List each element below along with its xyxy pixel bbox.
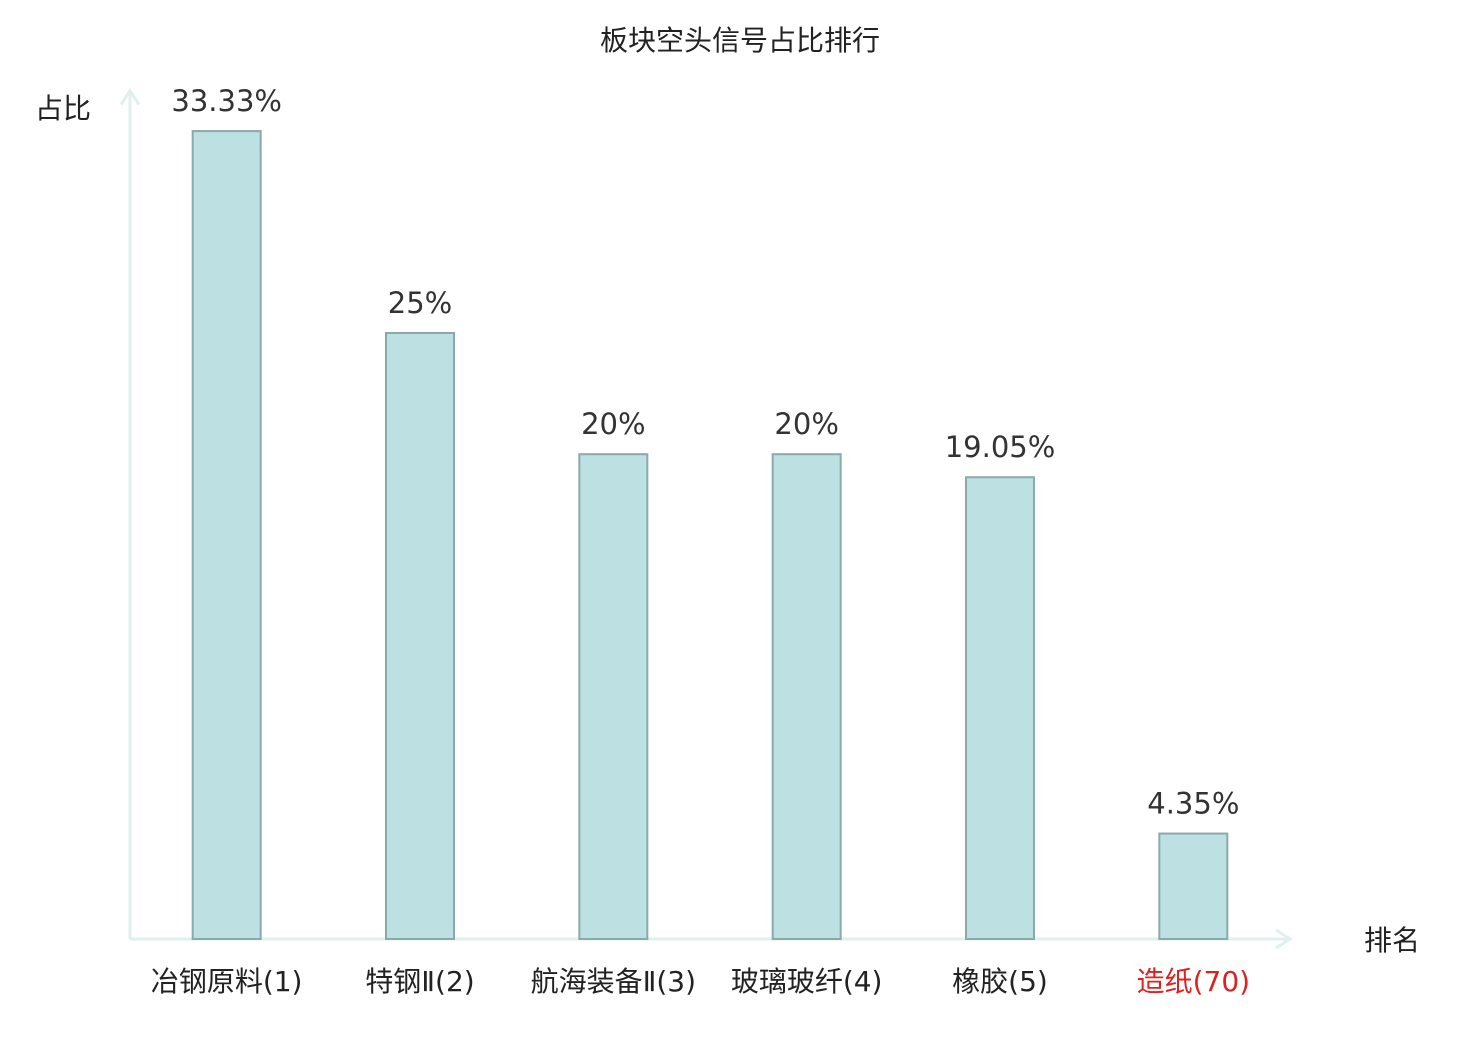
value-label: 20% [581,407,645,441]
bar [578,453,649,940]
x-tick-label: 玻璃玻纤(4) [730,965,883,998]
chart-title: 板块空头信号占比排行 [600,24,880,57]
x-tick-label: 航海装备Ⅱ(3) [530,965,697,998]
x-axis-arrow [1275,928,1293,950]
value-label: 33.33% [171,84,282,118]
bar [771,453,842,940]
x-tick-label: 橡胶(5) [952,965,1048,998]
bar [191,130,262,940]
value-label: 4.35% [1147,787,1239,821]
x-axis-label: 排名 [1364,924,1420,957]
value-label: 19.05% [945,430,1056,464]
bar [965,476,1035,940]
x-tick-label: 造纸(70) [1136,965,1251,998]
bar [385,332,455,940]
y-axis-arrow [119,87,141,106]
value-label: 20% [774,407,838,441]
y-axis-label: 占比 [35,92,91,125]
x-tick-label: 特钢Ⅱ(2) [365,965,475,998]
x-tick-label: 冶钢原料(1) [150,965,303,998]
bar [1158,832,1229,941]
value-label: 25% [388,286,452,320]
